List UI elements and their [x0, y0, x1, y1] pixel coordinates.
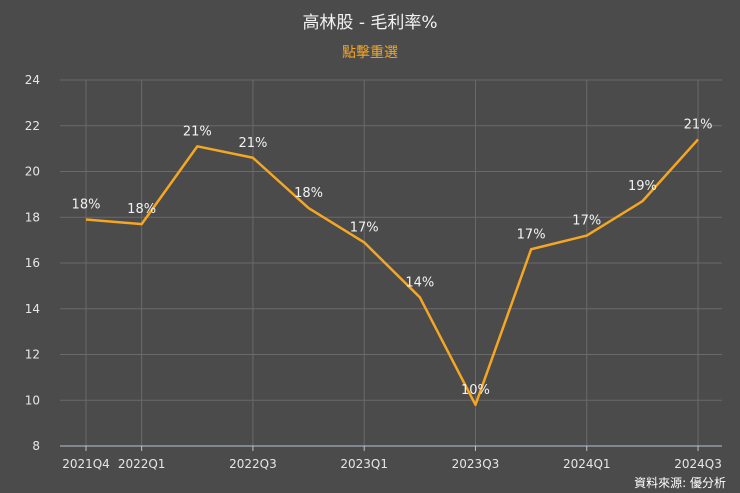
y-tick-label: 12 [25, 348, 40, 362]
data-label: 21% [684, 117, 713, 132]
series-layer [85, 138, 699, 407]
data-label: 19% [628, 179, 657, 194]
data-label: 18% [294, 186, 323, 201]
data-label: 21% [183, 124, 212, 139]
y-tick-label: 14 [25, 302, 40, 316]
x-tick-label: 2022Q3 [229, 457, 277, 471]
chart-title: 高林股 - 毛利率% [302, 13, 438, 33]
x-tick-label: 2024Q1 [563, 457, 611, 471]
data-label: 18% [127, 202, 156, 217]
y-tick-label: 20 [25, 165, 40, 179]
reselect-link[interactable]: 點擊重選 [342, 45, 398, 61]
data-label: 18% [72, 198, 101, 213]
x-axis-ticks: 2021Q4 2022Q1 2022Q3 2023Q1 2023Q3 2024Q1 2024… [62, 457, 722, 471]
y-tick-label: 8 [32, 439, 40, 453]
x-tick-label: 2023Q3 [452, 457, 500, 471]
x-tick-label: 2021Q4 [62, 457, 110, 471]
x-tick-label: 2023Q1 [340, 457, 388, 471]
x-tick-label: 2024Q3 [674, 457, 722, 471]
y-axis-ticks: 8 10 12 14 16 18 20 22 24 [25, 73, 40, 453]
data-label: 17% [572, 214, 601, 229]
y-tick-label: 22 [25, 119, 40, 133]
data-label: 21% [238, 136, 267, 151]
series-line[interactable] [85, 138, 699, 407]
data-labels: 18% 18% 21% 21% 18% 17% 14% 10% 17% 17% 19% 21% [72, 117, 713, 397]
x-tick-label: 2022Q1 [118, 457, 166, 471]
data-label: 14% [405, 275, 434, 290]
y-tick-label: 24 [25, 73, 40, 87]
grid-layer [60, 79, 722, 451]
data-label: 17% [517, 227, 546, 242]
y-tick-label: 10 [25, 393, 40, 407]
y-tick-label: 16 [25, 256, 40, 270]
data-label: 10% [461, 383, 490, 398]
source-credit: 資料來源: 優分析 [634, 476, 726, 490]
y-tick-label: 18 [25, 210, 40, 224]
data-label: 17% [350, 220, 379, 235]
